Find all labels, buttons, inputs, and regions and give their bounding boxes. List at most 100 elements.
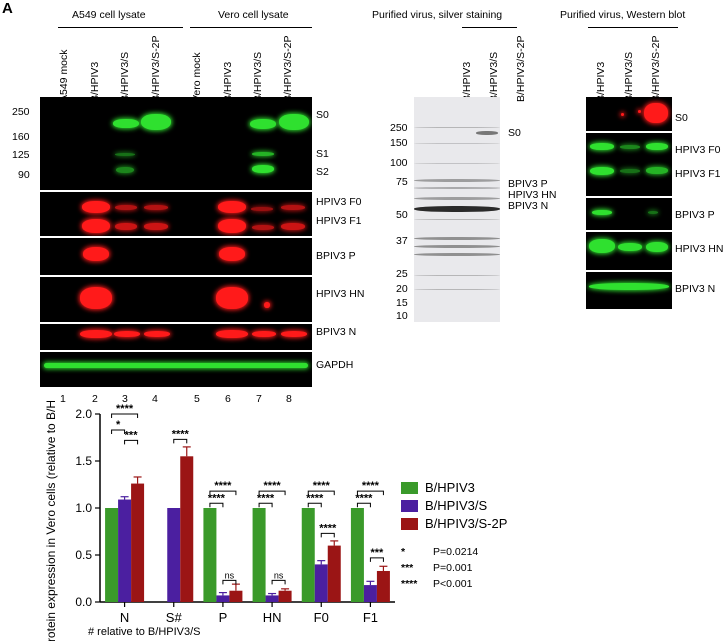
header-vero: Vero cell lysate [218,9,289,21]
band [216,287,248,309]
x-tick-label: HN [263,610,282,625]
y-tick-label: 2.0 [75,407,92,421]
band [115,153,135,156]
band [141,114,171,130]
lane-number: 6 [225,393,231,405]
mw-marker: 250 [12,106,30,118]
significance-label: ns [274,570,284,580]
lane-number: 5 [194,393,200,405]
legend-swatch [401,518,418,530]
band [114,331,140,337]
band [216,330,248,338]
lane-label: B/HPIV3/S [119,51,131,102]
significance-label: **** [214,480,232,492]
band [414,206,500,212]
significance-label: **** [319,522,337,534]
band [144,331,170,337]
significance-label: **** [362,480,380,492]
band [116,167,134,173]
mw-marker-silver: 20 [396,283,408,295]
band [646,143,668,150]
band [414,187,500,189]
significance-bracket [356,502,371,508]
mw-marker: 90 [18,169,30,181]
western-label: HPIV3 HN [675,243,724,255]
band [44,363,308,368]
band [589,283,669,290]
band [414,179,500,182]
significance-bracket [209,490,237,496]
bar [203,508,217,602]
bar-chart: Protein expression in Vero cells (relati… [44,400,395,641]
lane-label-western: B/HPIV3/S-2P [650,35,662,102]
blot-label: GAPDH [316,359,354,371]
western-label: HPIV3 F0 [675,144,721,156]
blot-divider [40,350,312,352]
blot-label: S2 [316,166,329,178]
y-tick-label: 1.0 [75,501,92,515]
silver-stained-gel [414,97,500,322]
x-tick-label: S# [166,610,183,625]
sig-legend-text: P<0.001 [433,578,473,590]
significance-bracket [307,490,335,496]
y-tick-label: 0.0 [75,595,92,609]
sig-legend-stars: *** [401,562,414,574]
x-tick-label: N [120,610,129,625]
significance-bracket [369,557,384,562]
significance-bracket [271,579,286,585]
band [638,110,641,113]
blot-label: BPIV3 P [316,250,356,262]
band [252,331,276,337]
legend-label: B/HPIV3 [425,480,475,495]
band [264,302,270,308]
significance-bracket [356,490,384,496]
band [80,330,112,338]
lane-label-silver: B/HPIV3/S [488,51,500,102]
band [592,210,612,215]
blot-divider [586,131,672,133]
band [414,289,500,290]
band [414,143,500,144]
band [476,131,498,135]
bar [252,508,266,602]
significance-bracket [222,579,237,585]
header-western: Purified virus, Western blot [560,9,686,21]
band [218,201,246,213]
band [644,103,668,123]
chart-layer: 0.00.51.01.52.0N S# P HN F0 F1******** *******… [75,403,395,625]
significance-label: * [116,419,121,431]
band [252,165,274,173]
blot-label: BPIV3 N [316,326,357,338]
significance-bracket [173,438,188,444]
significance-label: *** [125,429,139,441]
band [80,287,112,309]
lane-label-silver: B/HPIV3 [461,61,473,102]
lane-label-western: B/HPIV3/S [623,51,635,102]
bar [350,508,364,602]
y-tick-label: 0.5 [75,548,92,562]
y-tick-label: 1.5 [75,454,92,468]
western-label: BPIV3 N [675,283,716,295]
bar [167,508,181,602]
blot-divider [586,230,672,232]
band [414,253,500,256]
lane-label: B/HPIV3 [222,61,234,102]
significance-label: **** [264,480,282,492]
significance-bracket [258,502,273,508]
band [252,152,274,156]
band [251,207,273,211]
lane-label: B/HPIV3/S-2P [150,35,162,102]
legend-swatch [401,482,418,494]
band [414,237,500,240]
lane-label: Vero mock [191,52,203,102]
band [414,163,500,164]
significance-label: **** [257,492,275,504]
significance-label: *** [370,547,384,559]
blot-divider [586,270,672,272]
band [414,245,500,248]
blot-divider [40,236,312,238]
lane-label: B/HPIV3/S [252,51,264,102]
western-blot-cell-lysate [40,97,312,387]
blot-divider [586,196,672,198]
band [414,127,500,128]
